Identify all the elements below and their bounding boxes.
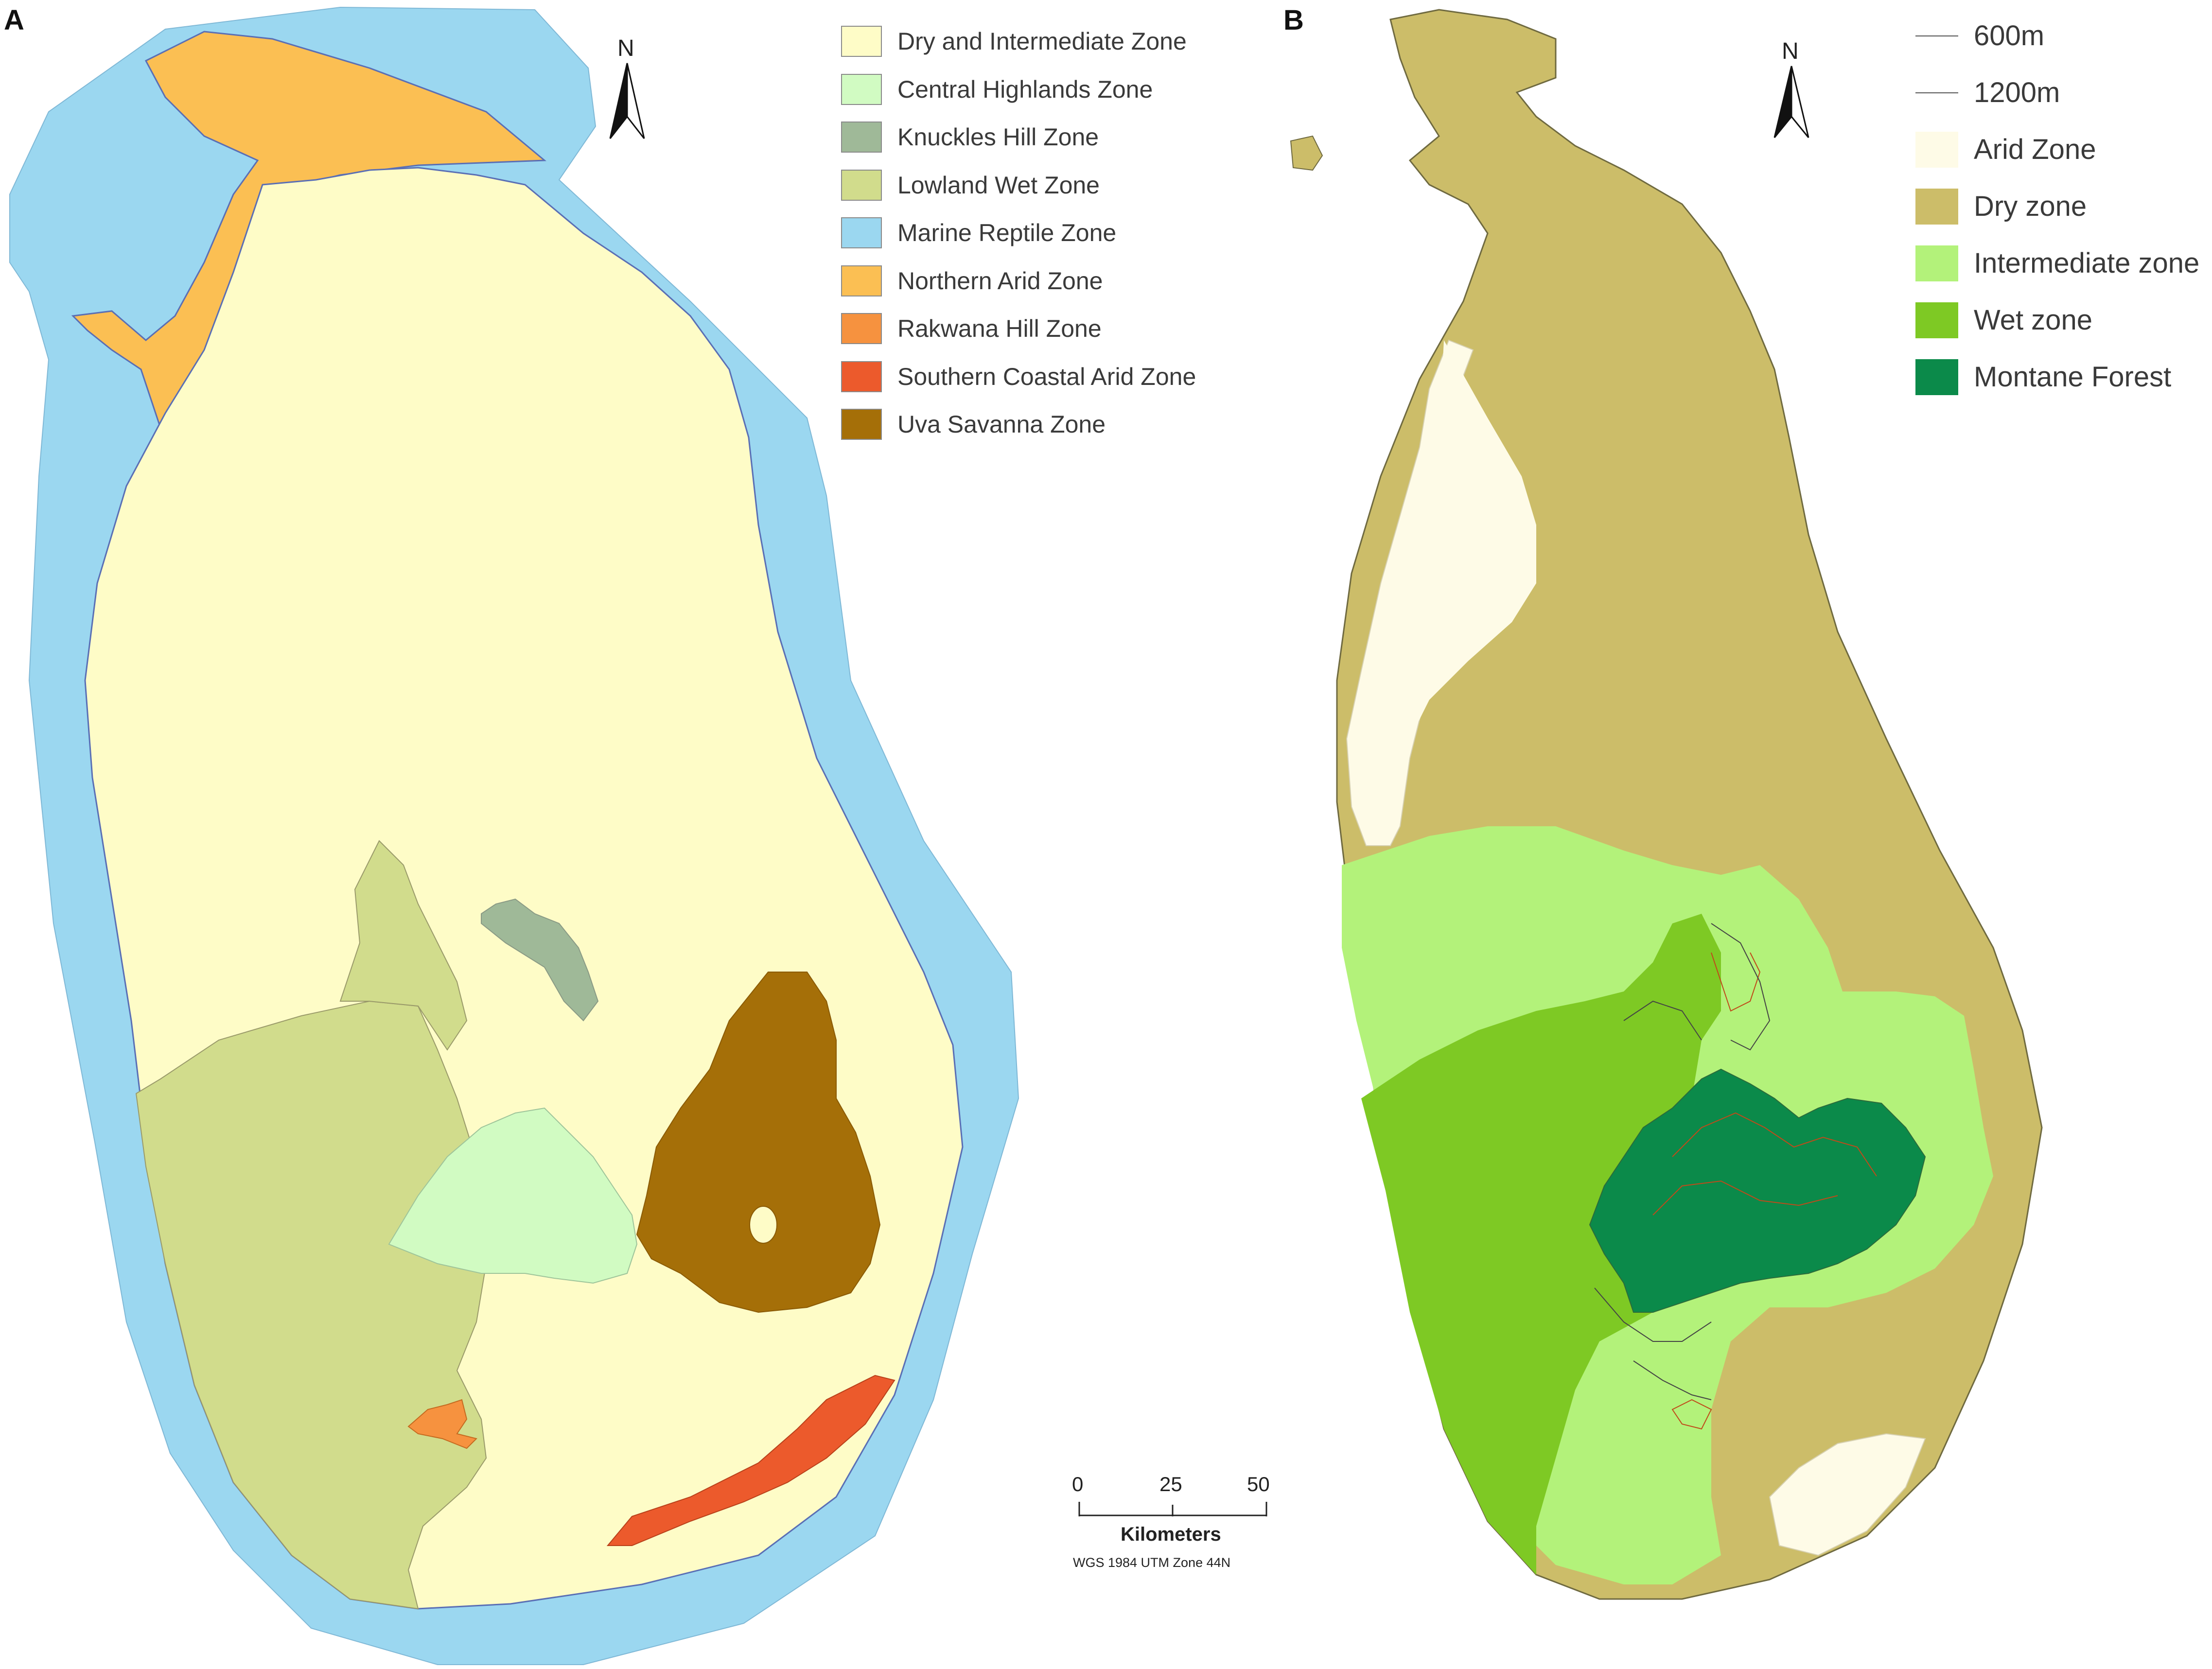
legend-label: Knuckles Hill Zone <box>897 123 1099 151</box>
legend-label: Lowland Wet Zone <box>897 171 1100 199</box>
southern-coastal-arid-zone <box>606 1374 895 1546</box>
legend-label: Dry zone <box>1974 191 2087 222</box>
legend-item: Dry and Intermediate Zone <box>841 17 1196 66</box>
legend-item: 600m <box>1915 7 2199 64</box>
legend-item: Knuckles Hill Zone <box>841 113 1196 161</box>
legend-label: Rakwana Hill Zone <box>897 315 1102 343</box>
rakwana-hill-zone <box>407 1399 477 1449</box>
scale-projection: WGS 1984 UTM Zone 44N <box>1073 1555 1231 1570</box>
contour-1200-line <box>1915 75 1958 111</box>
scale-bar: 0 25 50 Kilometers WGS 1984 UTM Zone 44N <box>1067 1473 1300 1575</box>
legend-swatch <box>841 169 882 201</box>
legend-swatch <box>1915 245 1958 281</box>
north-arrow-icon <box>609 63 645 139</box>
legend-swatch <box>841 217 882 249</box>
legend-swatch <box>841 361 882 392</box>
north-arrow-label: N <box>617 35 634 61</box>
legend-item: Uva Savanna Zone <box>841 400 1196 449</box>
legend-label: Southern Coastal Arid Zone <box>897 363 1196 390</box>
panel-b-letter: B <box>1283 4 1304 36</box>
panel-b: B N <box>1283 0 2212 1669</box>
knuckles-hill-zone <box>481 898 599 1022</box>
contour-600-line <box>1915 18 1958 54</box>
north-arrow-label: N <box>1782 38 1799 64</box>
legend-label: Central Highlands Zone <box>897 75 1153 103</box>
scale-tick-0: 0 <box>1072 1473 1084 1495</box>
legend-label: Northern Arid Zone <box>897 267 1103 295</box>
legend-item: Lowland Wet Zone <box>841 161 1196 209</box>
panel-a-map <box>9 6 1019 1665</box>
legend-item: Wet zone <box>1915 292 2199 348</box>
legend-label: Montane Forest <box>1974 361 2172 393</box>
legend-swatch <box>1915 188 1958 225</box>
arid-zone-se <box>1769 1433 1926 1556</box>
arid-zone-nw-inland <box>1410 340 1536 739</box>
legend-label: Intermediate zone <box>1974 247 2200 279</box>
legend-a: Dry and Intermediate Zone Central Highla… <box>841 17 1196 449</box>
legend-label: Arid Zone <box>1974 134 2096 165</box>
legend-swatch <box>1915 131 1958 168</box>
legend-swatch <box>841 73 882 105</box>
legend-item: Dry zone <box>1915 178 2199 235</box>
legend-swatch <box>841 265 882 296</box>
legend-item: Central Highlands Zone <box>841 66 1196 114</box>
uva-savanna-zone <box>636 972 881 1313</box>
wet-zone <box>1361 914 1721 1575</box>
legend-label: Dry and Intermediate Zone <box>897 28 1187 55</box>
island <box>1290 135 1323 171</box>
legend-swatch <box>1915 359 1958 395</box>
panel-a-letter: A <box>4 4 24 36</box>
legend-swatch <box>841 122 882 153</box>
legend-swatch <box>841 313 882 345</box>
legend-item: Montane Forest <box>1915 348 2199 405</box>
scale-tick-50: 50 <box>1247 1473 1270 1495</box>
legend-swatch <box>1915 302 1958 338</box>
legend-item: Intermediate zone <box>1915 235 2199 292</box>
legend-label: Marine Reptile Zone <box>897 219 1117 247</box>
legend-swatch <box>841 409 882 440</box>
panel-a: A N Dry and Intermediate Zone <box>4 4 1196 1665</box>
montane-forest <box>1589 1068 1926 1313</box>
legend-label: Uva Savanna Zone <box>897 411 1106 438</box>
contour-lines <box>1594 923 1877 1430</box>
scale-line <box>1078 1502 1267 1516</box>
legend-item: Northern Arid Zone <box>841 257 1196 305</box>
legend-label: 1200m <box>1974 77 2060 108</box>
legend-item: Southern Coastal Arid Zone <box>841 353 1196 401</box>
legend-label: Wet zone <box>1974 304 2092 336</box>
legend-label: 600m <box>1974 20 2045 52</box>
north-arrow-icon <box>1773 66 1809 138</box>
legend-swatch <box>841 26 882 57</box>
legend-item: 1200m <box>1915 64 2199 121</box>
scale-tick-25: 25 <box>1159 1473 1182 1495</box>
uva-savanna-hole <box>749 1206 777 1244</box>
central-highlands-zone <box>388 1107 638 1284</box>
legend-item: Marine Reptile Zone <box>841 209 1196 257</box>
panel-b-map <box>1290 9 2043 1600</box>
legend-item: Rakwana Hill Zone <box>841 305 1196 353</box>
scale-unit: Kilometers <box>1121 1524 1221 1545</box>
legend-item: Arid Zone <box>1915 121 2199 178</box>
legend-b: 600m 1200m Arid Zone Dry zone Intermedia… <box>1915 7 2199 405</box>
lowland-wet-zone-north <box>339 840 468 1051</box>
